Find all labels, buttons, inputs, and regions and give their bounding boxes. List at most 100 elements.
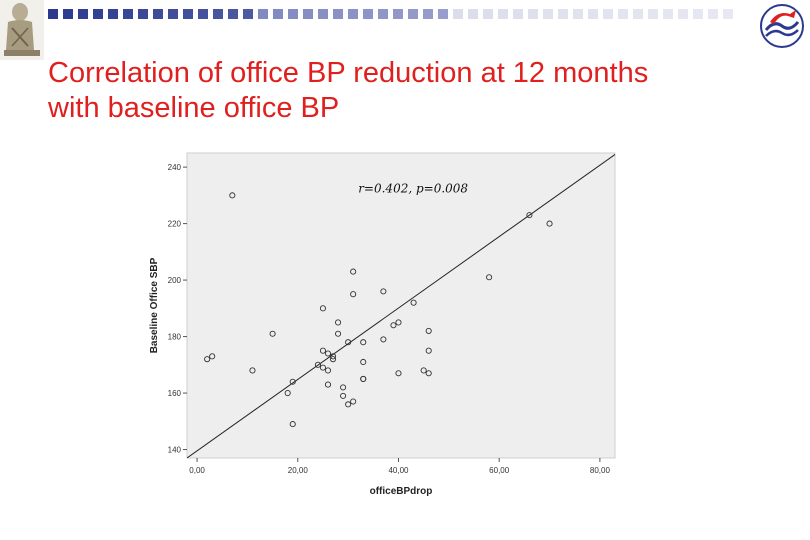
band-square [198, 9, 208, 19]
band-square [453, 9, 463, 19]
band-square [183, 9, 193, 19]
x-tick-label: 40,00 [388, 466, 409, 475]
band-square [288, 9, 298, 19]
band-square [603, 9, 613, 19]
data-point [324, 381, 332, 388]
data-point [345, 401, 352, 408]
data-point [410, 299, 417, 306]
data-point [289, 421, 296, 428]
band-square [438, 9, 448, 19]
x-axis-label: officeBPdrop [370, 486, 433, 497]
data-point [209, 353, 216, 360]
data-point [360, 375, 367, 382]
data-point [314, 361, 321, 368]
band-square [678, 9, 688, 19]
band-square [633, 9, 643, 19]
band-square [408, 9, 418, 19]
data-point [269, 330, 276, 337]
band-square [303, 9, 313, 19]
data-point [319, 305, 327, 312]
band-square [273, 9, 283, 19]
band-square [93, 9, 103, 19]
data-point [380, 288, 387, 295]
band-square [48, 9, 58, 19]
correlation-annotation: r=0.402, p=0.008 [358, 182, 468, 196]
data-point [204, 356, 211, 363]
band-square [318, 9, 328, 19]
society-emblem-icon [760, 4, 804, 48]
band-square [168, 9, 178, 19]
data-point [360, 339, 367, 346]
statue-logo-icon [0, 0, 44, 60]
data-point [324, 367, 332, 374]
band-square [348, 9, 358, 19]
band-square [153, 9, 163, 19]
data-point [324, 350, 332, 357]
data-point [340, 384, 347, 391]
band-square [258, 9, 268, 19]
band-square [63, 9, 73, 19]
band-square [108, 9, 118, 19]
data-point [335, 330, 342, 337]
data-point [229, 192, 236, 199]
band-square [243, 9, 253, 19]
data-point [289, 378, 296, 385]
band-square [693, 9, 703, 19]
data-point [284, 389, 291, 397]
data-point [350, 268, 357, 275]
data-point [395, 319, 402, 326]
band-square [393, 9, 403, 19]
band-square [228, 9, 238, 19]
band-square [468, 9, 478, 19]
data-point [425, 370, 432, 377]
band-square [483, 9, 493, 19]
band-square [78, 9, 88, 19]
y-axis-label: Baseline Office SBP [149, 257, 160, 353]
band-square [573, 9, 583, 19]
y-tick-label: 240 [168, 163, 182, 172]
band-square [423, 9, 433, 19]
data-point [319, 347, 327, 354]
data-point [329, 353, 337, 360]
band-square [648, 9, 658, 19]
scatter-chart: 140 160 180 200 220 240 0,00 20,00 40,00 60,00 80,… [149, 152, 616, 497]
data-point [340, 392, 347, 399]
data-point [420, 367, 427, 374]
data-point [486, 274, 493, 281]
data-point [350, 398, 357, 405]
header-band [48, 9, 748, 29]
data-point [360, 358, 367, 366]
band-square [498, 9, 508, 19]
data-point [345, 339, 352, 346]
title-line-2: with baseline office BP [48, 92, 340, 124]
y-tick-label: 160 [168, 389, 182, 398]
x-tick-label: 20,00 [288, 466, 309, 475]
band-square [363, 9, 373, 19]
band-square [138, 9, 148, 19]
data-point [335, 319, 342, 326]
band-square [588, 9, 598, 19]
band-square [618, 9, 628, 19]
data-point [390, 322, 397, 329]
data-point [380, 336, 387, 343]
y-tick-label: 200 [168, 276, 182, 285]
slide-title: Correlation of office BP reduction at 12… [48, 56, 768, 126]
band-square [663, 9, 673, 19]
band-square [213, 9, 223, 19]
data-point [546, 220, 553, 227]
x-tick-label: 60,00 [489, 466, 510, 475]
data-point [329, 356, 337, 363]
data-point [425, 327, 432, 334]
data-point [319, 364, 327, 371]
x-tick-label: 80,00 [590, 466, 611, 475]
fit-line [187, 153, 615, 458]
band-square [333, 9, 343, 19]
data-point [395, 370, 402, 377]
data-point [249, 367, 256, 374]
y-tick-label: 220 [168, 220, 182, 229]
band-square [723, 9, 733, 19]
band-square [123, 9, 133, 19]
y-tick-label: 180 [168, 333, 182, 342]
band-square [708, 9, 718, 19]
band-square [558, 9, 568, 19]
